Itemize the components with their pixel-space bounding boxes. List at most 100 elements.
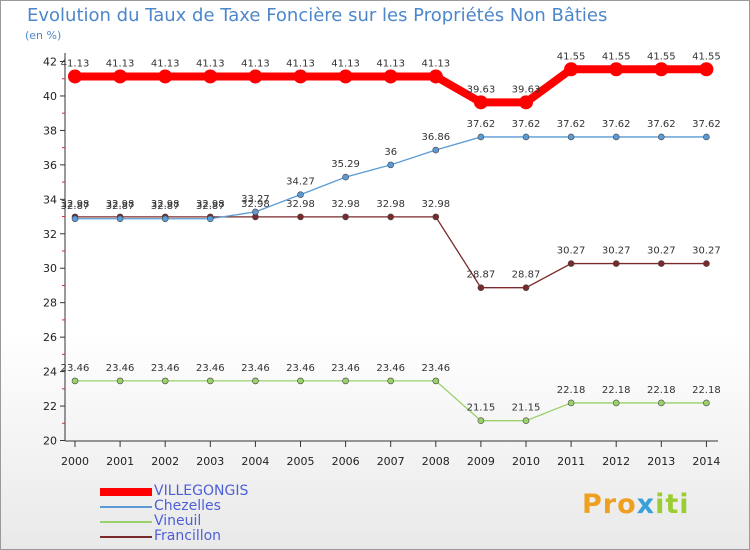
data-point [657, 399, 665, 407]
data-label: 32.98 [376, 199, 405, 210]
data-point [297, 213, 304, 221]
data-point [703, 133, 710, 141]
data-point [297, 191, 304, 198]
data-label: 41.13 [376, 58, 405, 69]
data-label: 32.98 [61, 199, 90, 210]
x-tick-label: 2004 [241, 455, 269, 468]
data-label: 39.63 [467, 84, 496, 95]
data-label: 37.62 [467, 119, 496, 130]
x-tick-label: 2008 [422, 455, 450, 468]
data-label: 41.55 [602, 51, 631, 62]
data-point [612, 133, 620, 141]
y-tick-label: 30 [43, 262, 57, 275]
data-label: 28.87 [467, 270, 496, 281]
data-label: 41.13 [151, 58, 180, 69]
data-point [432, 377, 440, 385]
data-point [68, 69, 82, 84]
x-tick-label: 2013 [647, 455, 675, 468]
data-label: 41.13 [106, 58, 135, 69]
y-tick-label: 24 [43, 366, 57, 379]
data-label: 32.98 [151, 199, 180, 210]
y-tick-label: 32 [43, 228, 57, 241]
data-label: 37.62 [647, 119, 676, 130]
y-tick-label: 38 [43, 124, 57, 137]
data-point [203, 69, 218, 84]
data-point [612, 399, 620, 407]
data-point [116, 377, 124, 385]
data-point [432, 213, 440, 221]
data-label: 22.18 [557, 385, 586, 396]
y-tick-label: 28 [43, 297, 57, 310]
legend-item: VILLEGONGIS [100, 483, 360, 499]
data-point [338, 69, 353, 84]
data-point [342, 213, 349, 221]
data-point [293, 69, 308, 84]
data-point [703, 399, 710, 407]
brand-logo-part-2: x [636, 489, 656, 520]
data-label: 41.13 [61, 58, 90, 69]
data-point [428, 69, 443, 84]
data-point [522, 284, 530, 291]
data-label: 32.98 [421, 199, 450, 210]
data-point [116, 215, 124, 223]
data-label: 21.15 [467, 403, 496, 414]
data-label: 36 [384, 147, 397, 158]
x-tick-label: 2012 [602, 455, 630, 468]
data-point [612, 260, 620, 267]
legend-item: Vineuil [100, 513, 360, 529]
y-tick-label: 26 [43, 331, 57, 344]
data-label: 23.46 [241, 363, 270, 374]
data-point [252, 377, 259, 385]
data-label: 39.63 [512, 84, 541, 95]
y-tick-label: 20 [43, 435, 57, 448]
data-label: 37.62 [602, 119, 631, 130]
data-point [477, 417, 485, 424]
data-label: 32.87 [151, 201, 180, 212]
data-point [564, 62, 579, 77]
y-tick-label: 34 [43, 193, 57, 206]
data-label: 32.87 [196, 201, 225, 212]
y-axis-unit-label: (en %) [25, 29, 62, 42]
data-point [207, 377, 214, 385]
x-tick-label: 2010 [512, 455, 540, 468]
x-tick-label: 2000 [61, 455, 89, 468]
brand-logo-part-3: iti [655, 489, 690, 520]
data-label: 32.87 [106, 201, 135, 212]
data-point [657, 260, 665, 267]
data-point [703, 260, 710, 267]
data-point [567, 133, 575, 141]
data-point [383, 69, 398, 84]
legend-label: Vineuil [154, 513, 202, 529]
data-point [252, 208, 259, 216]
data-point [113, 69, 128, 84]
data-label: 32.98 [286, 199, 315, 210]
data-label: 37.62 [692, 119, 721, 130]
data-label: 32.98 [196, 199, 225, 210]
x-tick-label: 2011 [557, 455, 585, 468]
y-tick-label: 42 [43, 56, 57, 69]
data-point [519, 95, 533, 110]
legend-swatch [100, 506, 152, 508]
x-tick-label: 2003 [196, 455, 224, 468]
data-label: 22.18 [647, 385, 676, 396]
data-label: 41.13 [241, 58, 270, 69]
data-point [654, 62, 669, 77]
y-tick-label: 22 [43, 400, 57, 413]
x-tick-label: 2014 [692, 455, 720, 468]
data-label: 41.13 [421, 58, 450, 69]
data-label: 32.87 [61, 201, 90, 212]
data-point [387, 161, 395, 169]
data-label: 22.18 [602, 385, 631, 396]
data-point [297, 377, 304, 385]
data-point [657, 133, 665, 141]
data-label: 41.13 [196, 58, 225, 69]
data-label: 21.15 [512, 403, 541, 414]
data-label: 36.86 [421, 132, 450, 143]
legend-label: Chezelles [154, 498, 221, 514]
data-label: 30.27 [647, 246, 676, 257]
legend-swatch [100, 521, 152, 523]
data-label: 23.46 [106, 363, 135, 374]
brand-logo: Proxiti [582, 489, 690, 520]
data-label: 23.46 [421, 363, 450, 374]
